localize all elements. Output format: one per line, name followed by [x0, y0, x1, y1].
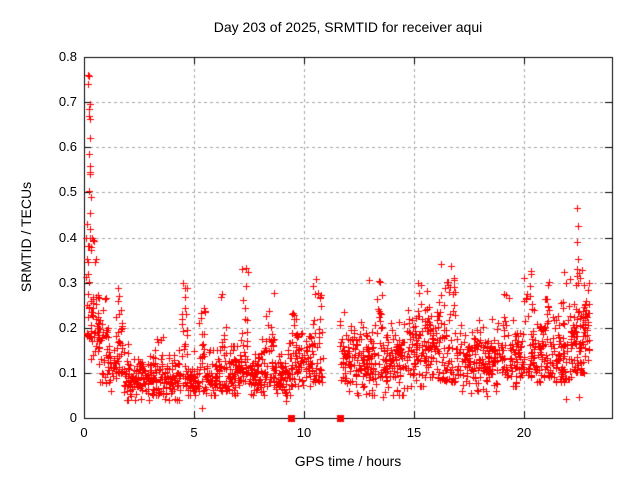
y-tick-label-0.6: 0.6	[58, 139, 77, 155]
y-tick-label-0: 0	[69, 410, 77, 425]
y-tick-label-0.4: 0.4	[58, 229, 77, 245]
y-tick-label-0.2: 0.2	[58, 319, 77, 335]
y-tick-label-0.8: 0.8	[58, 49, 77, 64]
x-tick-label-15: 15	[406, 425, 422, 440]
y-tick-label-0.5: 0.5	[58, 184, 77, 200]
x-tick-label-0: 0	[80, 425, 88, 440]
x-tick-label-5: 5	[190, 425, 198, 440]
y-tick-label-0.1: 0.1	[58, 364, 77, 380]
y-tick-label-0.7: 0.7	[58, 94, 77, 110]
x-tick-label-20: 20	[516, 425, 532, 440]
chart-title: Day 203 of 2025, SRMTID for receiver aqu…	[213, 19, 483, 35]
y-tick-label-0.3: 0.3	[58, 274, 77, 290]
x-axis-title: GPS time / hours	[294, 453, 402, 469]
x-tick-label-10: 10	[296, 425, 312, 440]
